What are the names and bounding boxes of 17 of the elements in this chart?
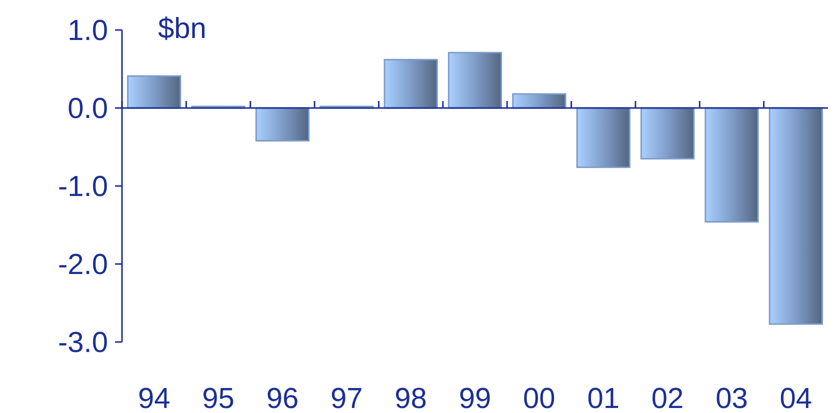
x-tick-label: 04 <box>780 383 812 413</box>
x-tick-label: 98 <box>394 383 427 413</box>
y-tick-label: -2.0 <box>58 249 108 282</box>
x-tick-label: 94 <box>138 383 170 413</box>
x-tick-label: 00 <box>523 383 556 413</box>
x-tick-label: 96 <box>266 383 299 413</box>
x-tick-label: 03 <box>716 383 748 413</box>
x-tick-label: 01 <box>587 383 620 413</box>
x-tick-label: 99 <box>458 383 492 413</box>
x-tick-label: 97 <box>330 383 363 413</box>
y-tick-label: -3.0 <box>58 327 108 360</box>
y-axis-title: $bn <box>158 13 206 46</box>
x-tick-label: 02 <box>651 383 684 413</box>
y-tick-label: 1.0 <box>68 15 108 48</box>
y-tick-label: 0.0 <box>68 93 108 126</box>
y-tick-label: -1.0 <box>58 171 108 204</box>
x-tick-label: 95 <box>202 383 234 413</box>
